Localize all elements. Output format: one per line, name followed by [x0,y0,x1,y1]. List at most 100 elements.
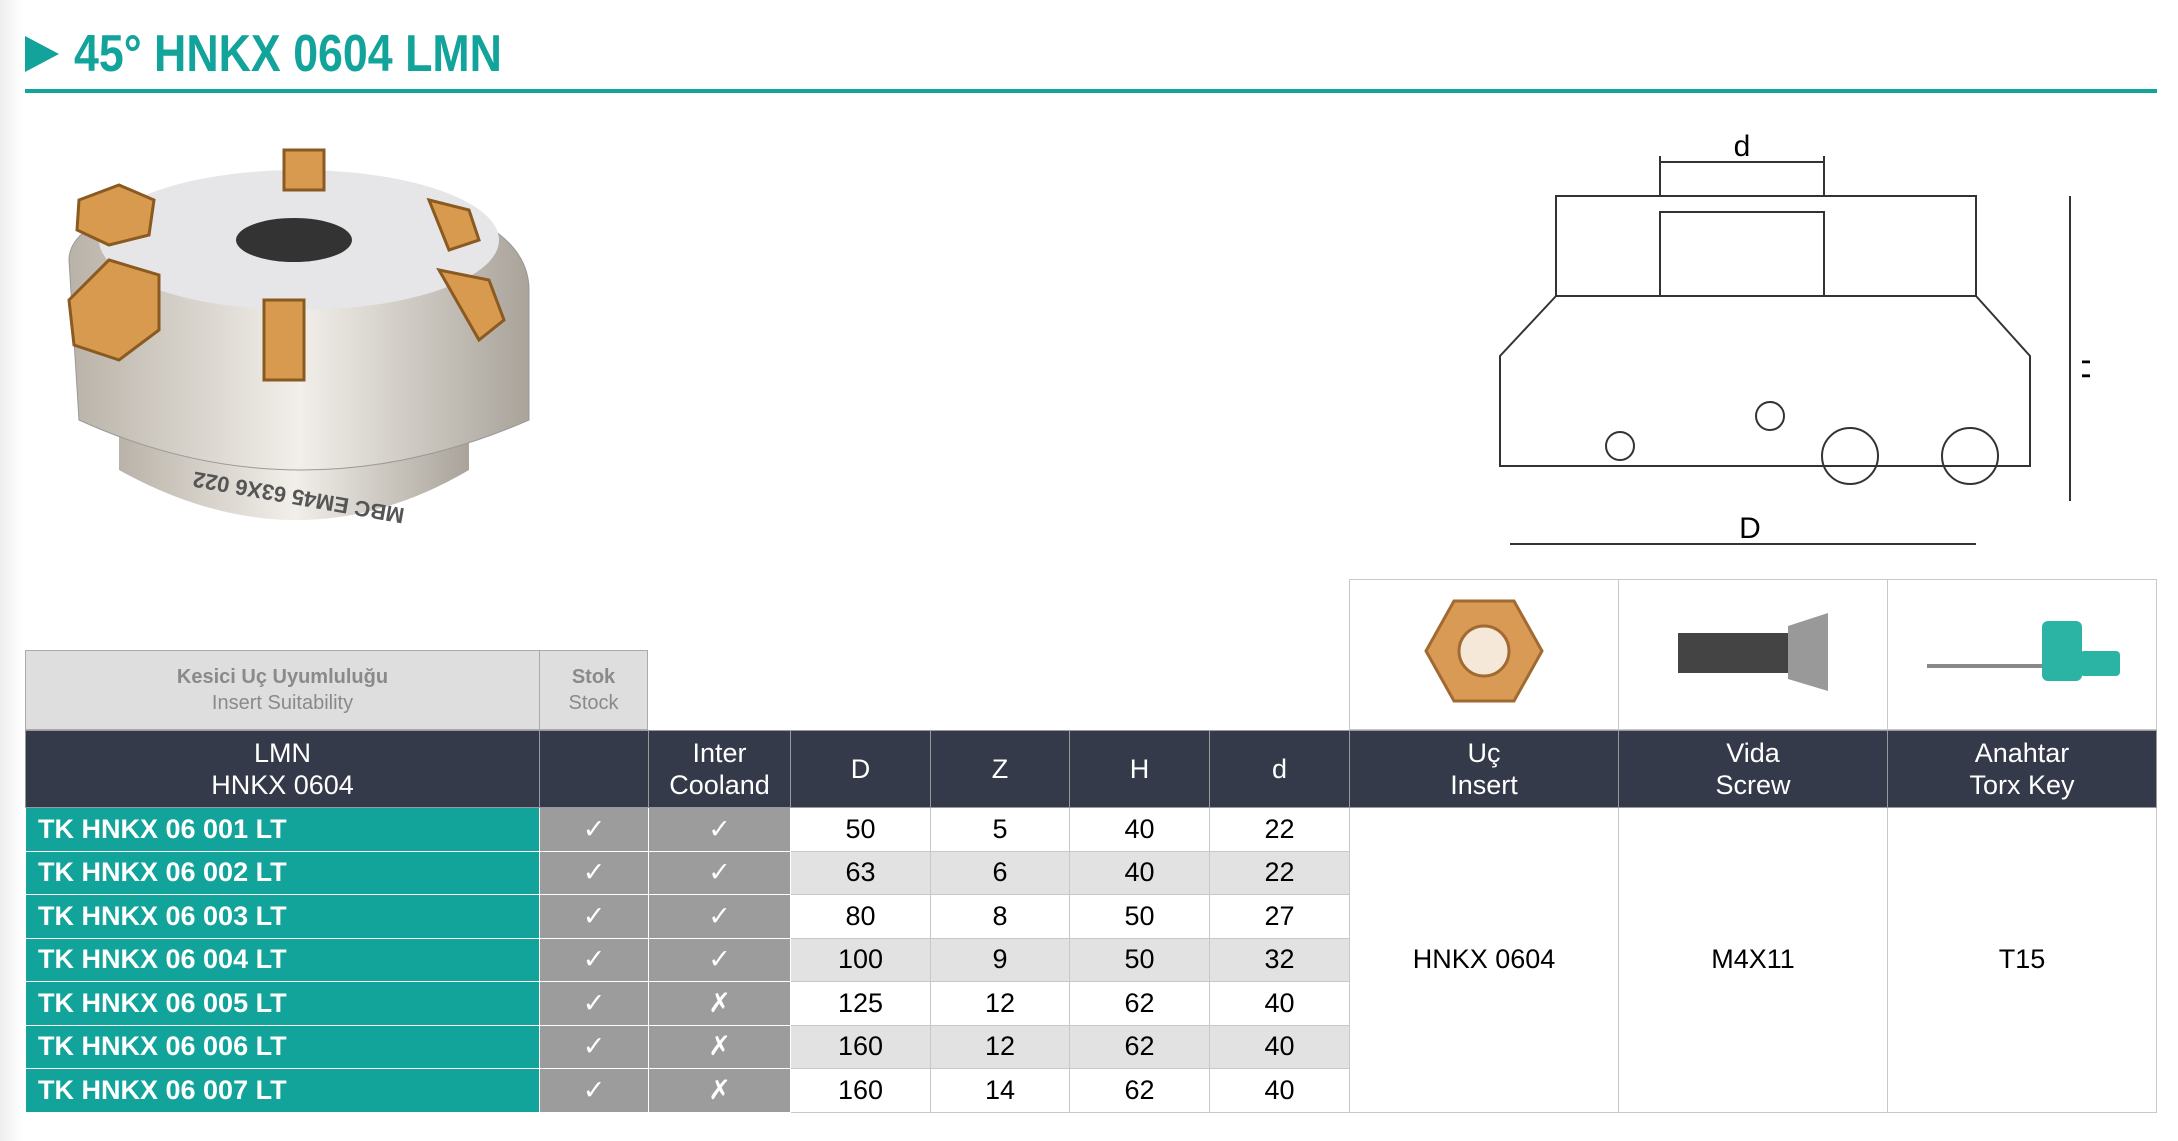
milling-cutter-image: MBC EM45 63X6 022 [67,148,530,528]
torx-key-icon [1927,621,2120,681]
cooland-mark: ✓ [648,850,791,895]
stock-mark: ✓ [539,1024,649,1069]
cell-Z: 12 [930,1024,1070,1069]
insert-value: HNKX 0604 [1349,807,1619,1113]
cell-d: 32 [1209,937,1350,982]
col-insert-en: Insert [1450,770,1518,800]
col-lmn: LMN HNKX 0604 [25,730,540,808]
stock-mark: ✓ [539,937,649,982]
cell-H: 40 [1069,807,1210,852]
stock-mark: ✓ [539,807,649,852]
cell-D: 125 [790,981,931,1026]
product-code: TK HNKX 06 007 LT [25,1068,540,1113]
suitability-en: Insert Suitability [211,692,354,714]
col-key-tr: Anahtar [1974,738,2070,768]
col-key: Anahtar Torx Key [1887,730,2157,808]
cell-Z: 8 [930,894,1070,939]
col-Z: Z [930,730,1070,808]
col-screw-tr: Vida [1726,738,1780,768]
cell-D: 63 [790,850,931,895]
stock-en: Stock [568,692,619,714]
cooland-mark: ✗ [648,1024,791,1069]
stock-mark: ✓ [539,850,649,895]
accessory-images [1349,579,2157,730]
cooland-mark: ✓ [648,937,791,982]
stock-mark: ✓ [539,894,649,939]
cell-H: 62 [1069,1024,1210,1069]
col-cooland: Inter Cooland [648,730,791,808]
cooland-mark: ✗ [648,1068,791,1113]
col-d: d [1209,730,1350,808]
stock-mark: ✓ [539,981,649,1026]
cell-D: 80 [790,894,931,939]
cell-H: 50 [1069,894,1210,939]
cell-Z: 9 [930,937,1070,982]
table-row: TK HNKX 06 006 LT ✓ ✗ 160 12 62 40 [25,1024,2157,1069]
product-code: TK HNKX 06 006 LT [25,1024,540,1069]
cooland-mark: ✓ [648,807,791,852]
cell-D: 160 [790,1068,931,1113]
cell-d: 27 [1209,894,1350,939]
page-title: 45° HNKX 0604 LMN [74,25,502,83]
screw-image [1618,579,1888,730]
stock-tr: Stok [571,666,616,688]
cell-d: 22 [1209,807,1350,852]
cell-D: 160 [790,1024,931,1069]
product-table: LMN HNKX 0604 Inter Cooland D Z H d Uç Inse… [25,730,2157,1113]
insert-image [1349,579,1619,730]
col-D: D [790,730,931,808]
cooland-mark: ✓ [648,894,791,939]
product-code: TK HNKX 06 002 LT [25,850,540,895]
cell-Z: 5 [930,807,1070,852]
dim-D-label: D [1739,512,1761,545]
table-row: TK HNKX 06 002 LT ✓ ✓ 63 6 40 22 [25,850,2157,895]
table-row: TK HNKX 06 004 LT ✓ ✓ 100 9 50 32 [25,937,2157,982]
dim-H-label: H [2075,358,2090,380]
stock-mark: ✓ [539,1068,649,1113]
suitability-header: Kesici Uç Uyumluluğu Insert Suitability S… [25,650,648,730]
key-image [1887,579,2157,730]
table-row: TK HNKX 06 005 LT ✓ ✗ 125 12 62 40 [25,981,2157,1026]
table-row: TK HNKX 06 001 LT ✓ ✓ 50 5 40 22 HNKX 0604 M4… [25,807,2157,1113]
col-stock [539,730,649,808]
cooland-mark: ✗ [648,981,791,1026]
cell-d: 40 [1209,1068,1350,1113]
page-edge [0,0,22,1141]
cell-d: 40 [1209,1024,1350,1069]
screw-icon [1678,613,1828,691]
product-code: TK HNKX 06 003 LT [25,894,540,939]
col-key-en: Torx Key [1969,770,2075,800]
cell-H: 50 [1069,937,1210,982]
cell-Z: 6 [930,850,1070,895]
table-row: TK HNKX 06 003 LT ✓ ✓ 80 8 50 27 [25,894,2157,939]
col-H: H [1069,730,1210,808]
col-cooland-label: Cooland [669,770,770,800]
col-lmn-label: LMN [253,738,311,768]
product-code: TK HNKX 06 001 LT [25,807,540,852]
screw-value: M4X11 [1618,807,1888,1113]
col-insert-tr: Uç [1467,738,1501,768]
cell-d: 22 [1209,850,1350,895]
cell-D: 100 [790,937,931,982]
col-insert: Uç Insert [1349,730,1619,808]
dim-d-label: d [1734,130,1751,163]
col-screw: Vida Screw [1618,730,1888,808]
technical-drawing: d H D [1499,130,2090,545]
cell-D: 50 [790,807,931,852]
insert-icon [1424,599,1544,703]
cell-H: 62 [1069,1068,1210,1113]
col-inter: Inter [692,738,747,768]
table-row: TK HNKX 06 007 LT ✓ ✗ 160 14 62 40 [25,1068,2157,1113]
product-code: TK HNKX 06 004 LT [25,937,540,982]
title-divider [25,89,2157,93]
suitability-label: Kesici Uç Uyumluluğu Insert Suitability [25,650,540,730]
cell-H: 62 [1069,981,1210,1026]
stock-label: Stok Stock [539,650,648,730]
product-code: TK HNKX 06 005 LT [25,981,540,1026]
key-value: T15 [1887,807,2157,1113]
col-screw-en: Screw [1715,770,1791,800]
cell-d: 40 [1209,981,1350,1026]
title-arrow-icon [25,36,59,72]
cell-H: 40 [1069,850,1210,895]
cell-Z: 12 [930,981,1070,1026]
